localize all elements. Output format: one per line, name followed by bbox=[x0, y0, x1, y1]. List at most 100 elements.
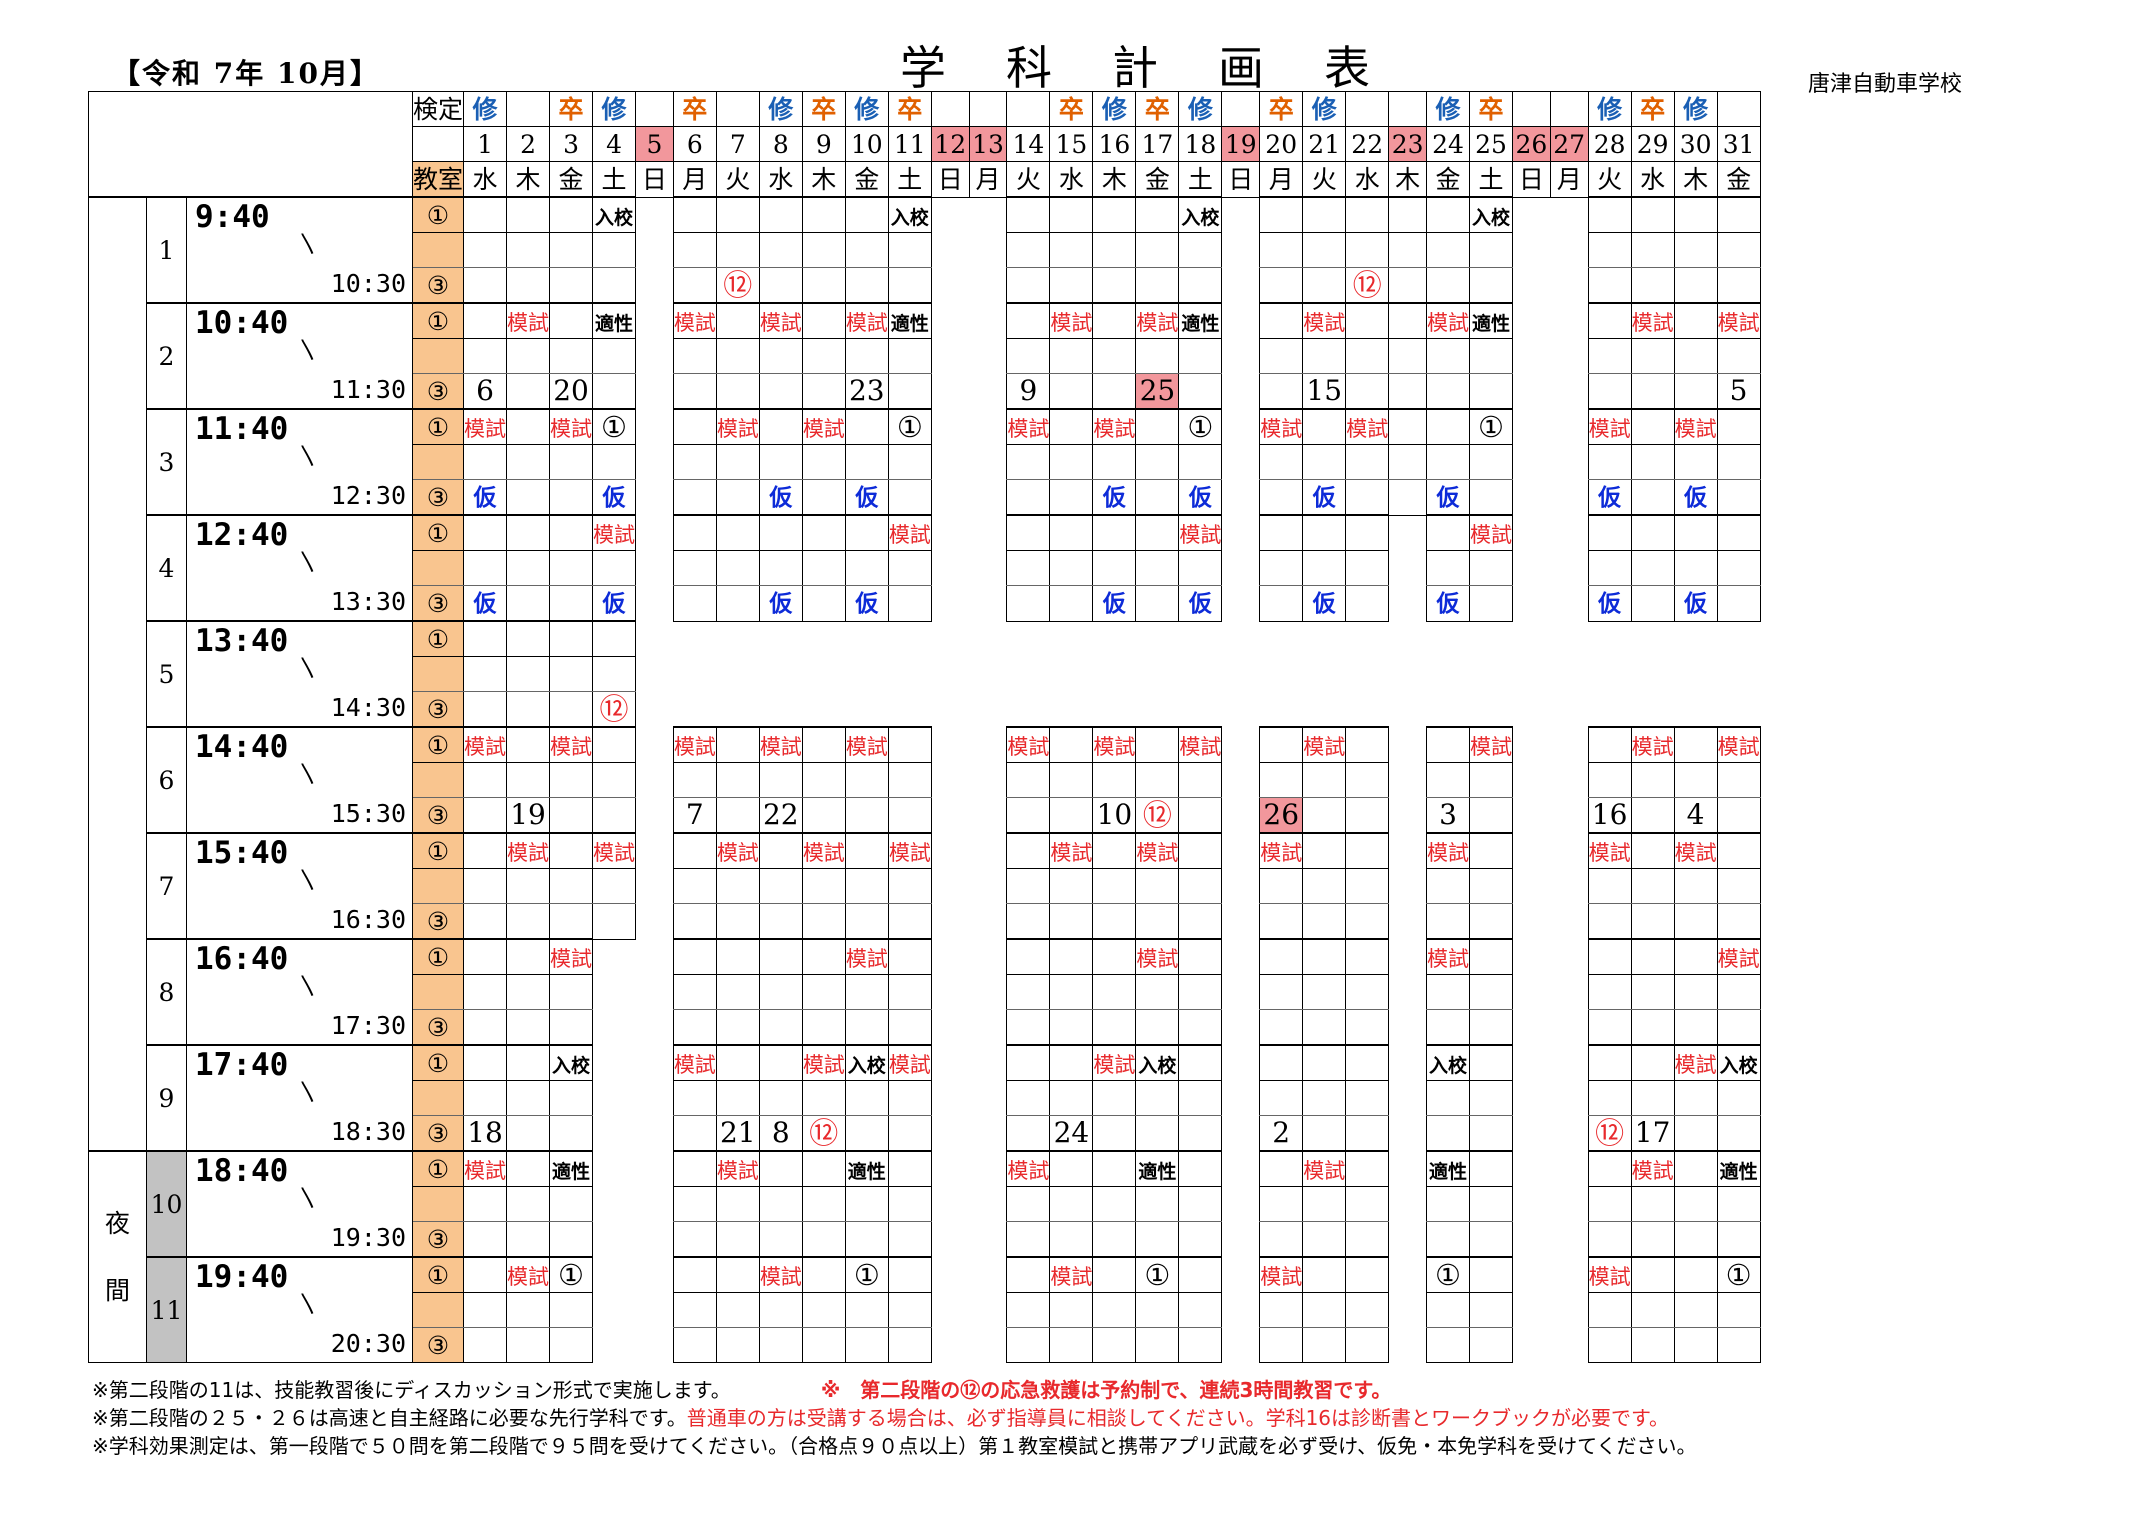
schedule-cell: 適性 bbox=[549, 1150, 594, 1187]
room-number: ① bbox=[411, 620, 465, 657]
schedule-cell bbox=[1388, 479, 1427, 516]
schedule-cell bbox=[758, 267, 803, 304]
schedule-cell bbox=[844, 1221, 889, 1258]
schedule-cell bbox=[1512, 903, 1551, 939]
lesson-1-mark: ① bbox=[1435, 1257, 1461, 1292]
schedule-cell bbox=[844, 974, 889, 1010]
room-number bbox=[411, 550, 465, 586]
schedule-cell bbox=[801, 267, 846, 304]
schedule-cell bbox=[1716, 514, 1761, 551]
day-mark bbox=[1221, 91, 1261, 127]
schedule-cell bbox=[1673, 938, 1718, 975]
note-2-text: ※第二段階の２５・２６は高速と自主経路に必要な先行学科です。 bbox=[92, 1406, 687, 1430]
schedule-cell bbox=[844, 514, 889, 551]
schedule-cell bbox=[931, 797, 970, 833]
schedule-cell bbox=[1550, 338, 1589, 374]
weekday: 月 bbox=[1259, 161, 1304, 198]
start-time: 9:40 bbox=[195, 199, 270, 235]
schedule-cell bbox=[1388, 1009, 1427, 1045]
schedule-cell bbox=[1135, 479, 1180, 516]
schedule-cell bbox=[1221, 444, 1260, 480]
schedule-cell bbox=[1716, 1009, 1761, 1046]
schedule-cell bbox=[969, 691, 1007, 727]
schedule-cell bbox=[506, 585, 551, 622]
schedule-cell bbox=[1135, 762, 1180, 798]
schedule-cell bbox=[1512, 1080, 1551, 1116]
schedule-cell bbox=[1550, 797, 1589, 833]
schedule-cell: 模試 bbox=[506, 832, 551, 869]
mock-exam-mark: 模試 bbox=[507, 310, 550, 335]
weekday: 火 bbox=[1006, 161, 1051, 198]
schedule-cell bbox=[1092, 302, 1137, 339]
period-time: 10:40 〵 11:30 bbox=[186, 302, 413, 410]
schedule-cell bbox=[1673, 726, 1718, 763]
schedule-cell bbox=[1388, 373, 1427, 410]
schedule-cell bbox=[672, 373, 717, 410]
schedule-cell bbox=[969, 656, 1007, 692]
schedule-cell: 4 bbox=[1673, 797, 1718, 834]
schedule-cell bbox=[845, 691, 889, 727]
room-number: ① bbox=[411, 196, 465, 233]
schedule-cell bbox=[1469, 1115, 1513, 1152]
schedule-cell bbox=[801, 444, 846, 480]
schedule-cell bbox=[1345, 444, 1390, 480]
weekday: 金 bbox=[1716, 161, 1761, 198]
schedule-cell bbox=[1049, 408, 1094, 445]
start-time: 16:40 bbox=[195, 941, 289, 977]
schedule-cell bbox=[635, 444, 674, 480]
day-number: 3 bbox=[549, 126, 594, 162]
mock-exam-mark: 模試 bbox=[1303, 1158, 1346, 1183]
mock-exam-mark: 模試 bbox=[550, 734, 593, 759]
day-mark: 卒 bbox=[549, 91, 594, 127]
schedule-cell bbox=[672, 1327, 717, 1363]
schedule-cell bbox=[801, 1327, 846, 1363]
schedule-cell bbox=[463, 691, 508, 728]
schedule-cell: 入校 bbox=[887, 196, 932, 233]
schedule-cell bbox=[1092, 691, 1136, 727]
day-number: 13 bbox=[968, 126, 1008, 162]
day-mark: 卒 bbox=[801, 91, 846, 127]
schedule-cell: 模試 bbox=[672, 1044, 717, 1081]
lesson-1-mark: ① bbox=[601, 409, 628, 444]
schedule-cell bbox=[758, 444, 803, 480]
room-number bbox=[411, 974, 465, 1010]
mock-exam-mark: 模試 bbox=[1588, 1264, 1631, 1289]
schedule-cell bbox=[931, 1327, 970, 1363]
schedule-cell bbox=[592, 726, 637, 763]
schedule-cell bbox=[1006, 196, 1051, 233]
schedule-cell bbox=[635, 939, 674, 975]
schedule-cell bbox=[1049, 938, 1094, 975]
note-line-1: ※第二段階の11は、技能教習後にディスカッション形式で実施します。 ※ 第二段階… bbox=[92, 1376, 1697, 1404]
day-number: 29 bbox=[1630, 126, 1675, 162]
schedule-cell bbox=[1673, 232, 1718, 268]
schedule-cell bbox=[635, 621, 674, 657]
event-label: 入校 bbox=[1138, 1054, 1177, 1077]
day-number: 6 bbox=[672, 126, 717, 162]
day-section-bar bbox=[88, 196, 147, 1152]
mock-exam-mark: 模試 bbox=[1427, 946, 1469, 971]
schedule-cell bbox=[549, 797, 594, 834]
schedule-cell bbox=[887, 974, 932, 1010]
schedule-cell: ① bbox=[1716, 1256, 1761, 1293]
mock-exam-mark: 模試 bbox=[464, 734, 507, 759]
school-name: 唐津自動車学校 bbox=[1808, 72, 1963, 97]
schedule-cell bbox=[1221, 409, 1260, 445]
schedule-cell bbox=[1673, 762, 1718, 798]
note-line-2: ※第二段階の２５・２６は高速と自主経路に必要な先行学科です。普通車の方は受講する… bbox=[92, 1404, 1697, 1432]
schedule-cell bbox=[1512, 727, 1551, 763]
schedule-cell bbox=[672, 938, 717, 975]
schedule-cell bbox=[1259, 302, 1304, 339]
schedule-cell bbox=[1092, 444, 1137, 480]
lesson-number: 22 bbox=[762, 798, 799, 831]
mock-exam-mark: 模試 bbox=[1717, 310, 1760, 335]
room-number bbox=[411, 656, 465, 692]
schedule-cell bbox=[1469, 1221, 1513, 1258]
schedule-cell bbox=[801, 1256, 846, 1293]
schedule-cell bbox=[1049, 1186, 1094, 1222]
schedule-cell bbox=[1550, 1292, 1589, 1328]
schedule-cell bbox=[715, 1327, 760, 1363]
schedule-cell bbox=[1673, 1080, 1718, 1116]
day-mark: 卒 bbox=[887, 91, 932, 127]
schedule-cell bbox=[1302, 797, 1347, 834]
schedule-cell bbox=[887, 868, 932, 904]
